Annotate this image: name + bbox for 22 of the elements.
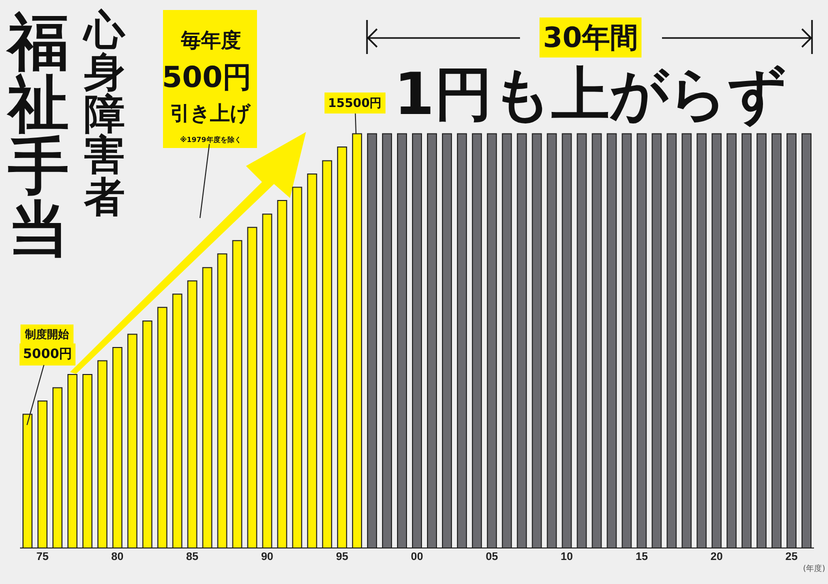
- text: 500円: [162, 60, 252, 94]
- annotation: 制度開始: [24, 328, 70, 341]
- x-tick-label: 05: [486, 551, 498, 563]
- chart-subtitle: 福祉手当: [8, 7, 69, 265]
- x-tick-label: 85: [186, 551, 198, 563]
- x-tick-label: 75: [36, 551, 49, 563]
- x-tick-label: 10: [560, 551, 573, 563]
- text: 引き上げ: [170, 101, 251, 125]
- x-axis-title: (年度): [803, 564, 826, 573]
- x-tick-label: 15: [636, 551, 648, 563]
- x-tick-label: 25: [785, 551, 798, 563]
- chart-title: 心身障害者: [84, 6, 125, 222]
- x-tick-label: 80: [111, 551, 124, 563]
- text: 15500円: [328, 96, 382, 110]
- x-tick-label: 20: [710, 551, 723, 563]
- x-tick-label: 90: [261, 551, 274, 563]
- text: 毎年度: [180, 28, 241, 52]
- x-tick-label: 95: [336, 551, 348, 563]
- annotation: 5000円: [23, 347, 72, 362]
- text: 30年間: [543, 21, 638, 54]
- x-tick-label: 00: [410, 551, 424, 563]
- text: 1円も上がらず: [394, 60, 786, 128]
